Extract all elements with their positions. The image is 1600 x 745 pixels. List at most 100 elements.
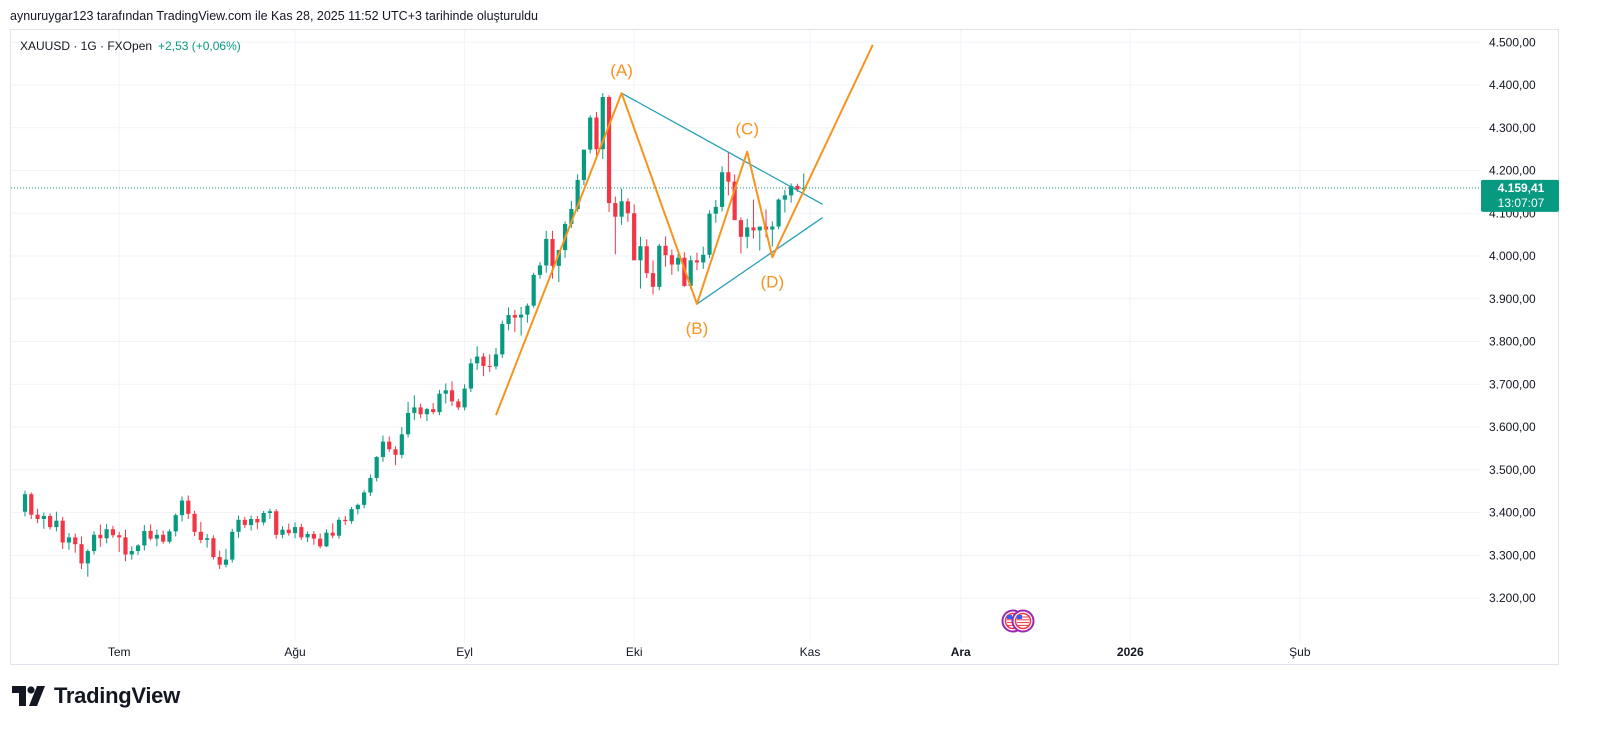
candle-body xyxy=(512,315,517,318)
grid xyxy=(11,30,1481,642)
candle-body xyxy=(506,315,511,325)
elliott-wave[interactable] xyxy=(495,44,874,416)
chart-area[interactable]: (A) (B) (C) (D) 4.500,00 4.400,00 4.300,00 4.2… xyxy=(10,29,1559,665)
candle-body xyxy=(91,534,97,552)
candle-body xyxy=(205,538,210,540)
candle-body xyxy=(663,245,668,256)
price-tick-label: 3.300,00 xyxy=(1489,548,1536,562)
candle-body xyxy=(600,97,605,150)
candle-body xyxy=(123,537,128,555)
candle-body xyxy=(745,227,750,237)
candle-body xyxy=(167,531,172,542)
time-tick-label: Kas xyxy=(800,645,821,659)
candle-body xyxy=(676,257,681,265)
economic-events[interactable] xyxy=(1001,609,1035,633)
candle-body xyxy=(54,520,59,528)
price-axis[interactable]: 4.500,004.400,004.300,004.200,004.100,00… xyxy=(1481,35,1559,605)
candle-body xyxy=(606,97,612,204)
candle-body xyxy=(223,559,229,565)
candle-body xyxy=(669,255,674,265)
price-tick-label: 4.500,00 xyxy=(1489,35,1536,49)
candle-body xyxy=(650,273,656,287)
candle-body xyxy=(117,535,122,538)
candle-body xyxy=(537,265,543,275)
candle-body xyxy=(405,412,411,435)
candle-body xyxy=(387,441,392,450)
candle-body xyxy=(581,149,587,180)
candle-body xyxy=(638,246,643,261)
price-tick-label: 3.400,00 xyxy=(1489,506,1536,520)
candle-body xyxy=(217,557,222,565)
candle-body xyxy=(186,500,191,514)
candle-body xyxy=(286,529,291,534)
candle-body xyxy=(575,179,580,210)
candle-body xyxy=(242,519,247,525)
candle-body xyxy=(431,409,436,413)
candle-body xyxy=(782,195,787,200)
last-price-badge xyxy=(1481,179,1559,212)
candle-body xyxy=(707,213,712,255)
candle-body xyxy=(493,354,499,367)
price-tick-label: 4.000,00 xyxy=(1489,249,1536,263)
candle-body xyxy=(79,544,84,564)
time-tick-label: Eyl xyxy=(456,645,473,659)
candle-body xyxy=(751,227,756,231)
candle-body xyxy=(362,492,367,505)
candle-body xyxy=(85,551,90,564)
candle-body xyxy=(519,314,524,318)
candle-body xyxy=(29,494,34,515)
triangle-pattern[interactable] xyxy=(621,92,823,305)
candle-body xyxy=(324,532,329,547)
candle-body xyxy=(35,514,40,519)
us-flag-event-icon[interactable] xyxy=(1011,609,1035,633)
candle-body xyxy=(613,203,618,217)
candle-body xyxy=(161,534,166,542)
candle-body xyxy=(456,401,461,408)
tradingview-logo[interactable]: TradingView xyxy=(12,683,180,709)
candle-body xyxy=(173,515,178,532)
candle-body xyxy=(701,254,706,263)
candle-body xyxy=(305,533,310,538)
candle-body xyxy=(192,513,197,532)
candle-body xyxy=(230,531,235,560)
candle-body xyxy=(688,260,693,286)
candle-body xyxy=(776,199,781,227)
candle-body xyxy=(588,117,593,150)
candle-body xyxy=(343,519,348,522)
candle-body xyxy=(594,117,599,150)
candle-body xyxy=(556,250,561,266)
candle-body xyxy=(349,509,354,522)
tradingview-icon xyxy=(12,686,45,706)
candle-body xyxy=(657,245,662,287)
triangle-upper-line xyxy=(621,92,823,205)
candle-body xyxy=(41,515,46,519)
candle-body xyxy=(437,393,442,413)
candle-body xyxy=(713,206,718,214)
candle-body xyxy=(318,538,323,547)
chart-canvas[interactable]: (A) (B) (C) (D) 4.500,00 4.400,00 4.300,00 4.2… xyxy=(11,30,1560,666)
candle-body xyxy=(198,531,203,540)
candle-body xyxy=(424,409,430,415)
candle-body xyxy=(399,434,404,455)
candle-body xyxy=(148,530,153,539)
symbol-label[interactable]: XAUUSD · 1G · FXOpen xyxy=(20,39,153,53)
candle-body xyxy=(393,449,398,455)
wave-labels: (A) (B) (C) (D) xyxy=(610,61,784,338)
price-tick-label: 3.200,00 xyxy=(1489,591,1536,605)
candle-body xyxy=(255,518,260,523)
price-tick-label: 3.500,00 xyxy=(1489,463,1536,477)
time-axis[interactable]: Tem Ağu Eyl Eki Kas Ara 2026 Şub xyxy=(108,645,1311,659)
candle-body xyxy=(443,390,448,394)
symbol-legend[interactable]: XAUUSD · 1G · FXOpen +2,53 (+0,06%) xyxy=(20,39,241,53)
candle-body xyxy=(481,356,486,366)
time-tick-label: Eki xyxy=(626,645,643,659)
candle-body xyxy=(412,407,417,413)
wave-label: (A) xyxy=(610,61,633,80)
wave-label: (B) xyxy=(686,319,709,338)
candle-body xyxy=(757,226,762,231)
candle-body xyxy=(770,226,775,230)
candle-body xyxy=(261,512,266,523)
candle-body xyxy=(311,533,316,539)
price-tick-label: 3.800,00 xyxy=(1489,335,1536,349)
candle-body xyxy=(267,511,273,513)
